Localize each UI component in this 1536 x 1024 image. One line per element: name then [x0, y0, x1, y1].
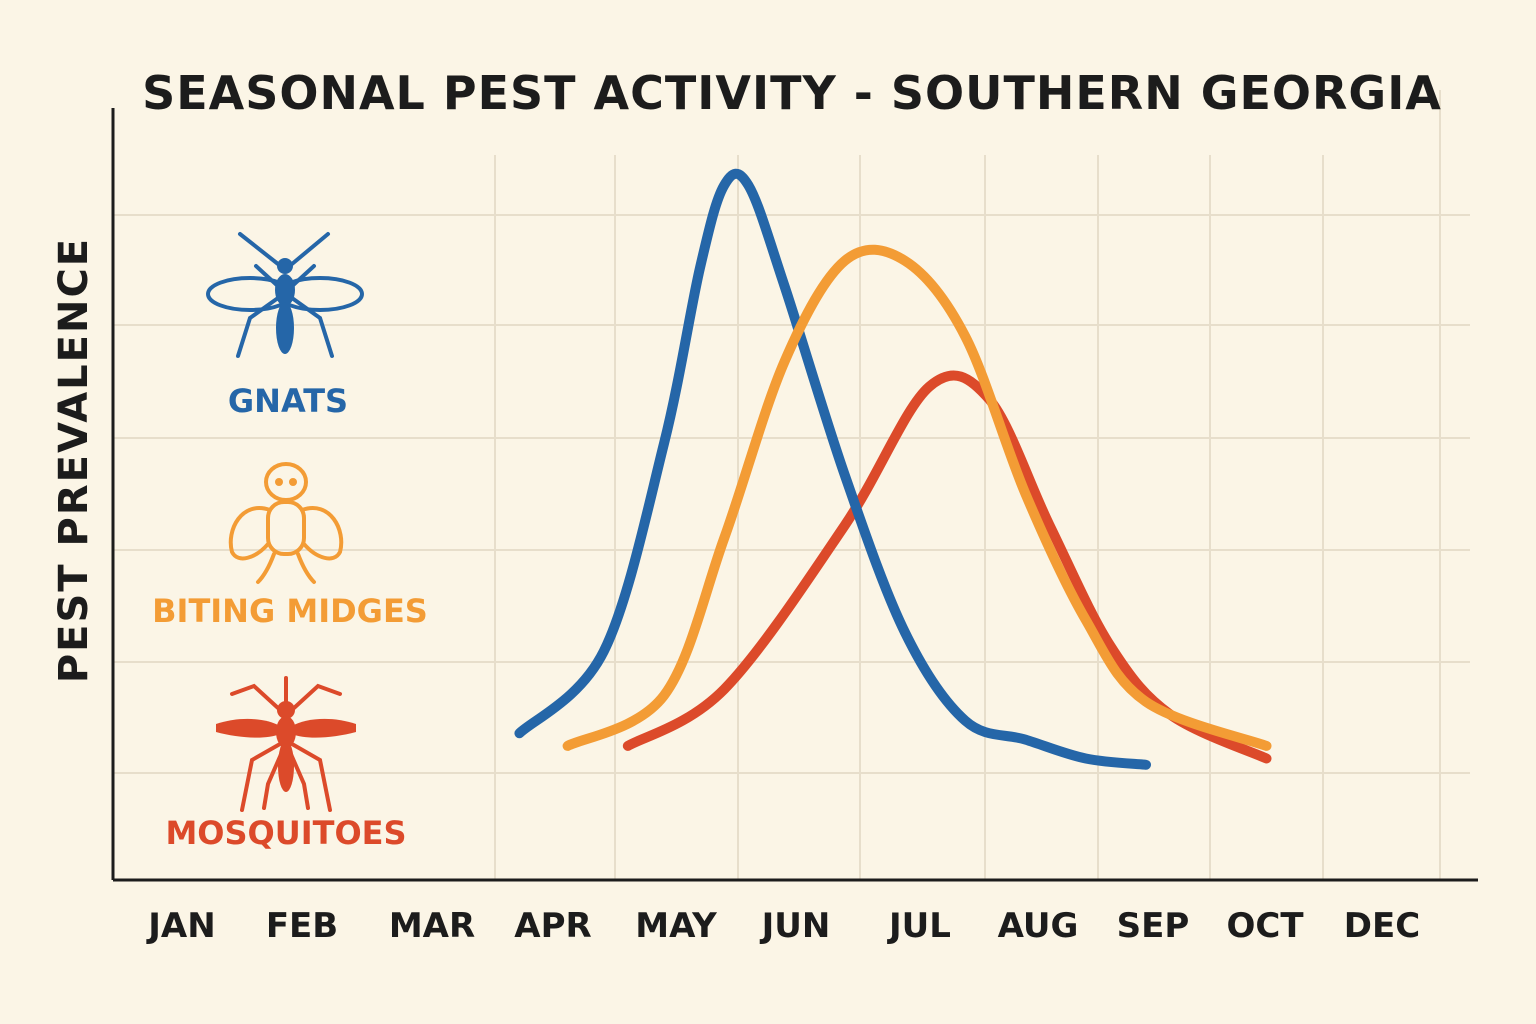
x-tick-label-dec: DEC [1344, 906, 1420, 946]
series-lines [514, 168, 1272, 770]
x-tick-label-apr: APR [514, 906, 591, 946]
x-tick-label-jun: JUN [760, 906, 831, 946]
mosquito-icon [216, 676, 356, 812]
legend-label-biting-midges: BITING MIDGES [152, 592, 428, 630]
chart-title: SEASONAL PEST ACTIVITY - SOUTHERN GEORGI… [142, 66, 1442, 120]
x-tick-label-aug: AUG [998, 906, 1079, 946]
legend-label-mosquitoes: MOSQUITOES [165, 814, 407, 852]
series-line-gnats [514, 168, 1151, 770]
x-tick-label-feb: FEB [266, 906, 338, 946]
axes [111, 108, 1478, 882]
x-tick-label-mar: MAR [389, 906, 475, 946]
y-axis-label: PEST PREVALENCE [51, 236, 97, 684]
gnat-icon [206, 232, 364, 358]
x-tick-labels: JAN FEB MAR APR MAY JUN JUL AUG SEP OCT DEC [146, 906, 1420, 946]
x-tick-label-jan: JAN [146, 906, 215, 946]
grid [113, 90, 1470, 880]
legend-label-gnats: GNATS [227, 382, 349, 420]
biting-midge-icon [228, 462, 344, 584]
x-tick-label-may: MAY [635, 906, 717, 946]
x-tick-label-oct: OCT [1226, 906, 1304, 946]
x-tick-label-jul: JUL [887, 906, 951, 946]
x-tick-label-sep: SEP [1117, 906, 1190, 946]
series-line-biting-midges [562, 244, 1272, 751]
